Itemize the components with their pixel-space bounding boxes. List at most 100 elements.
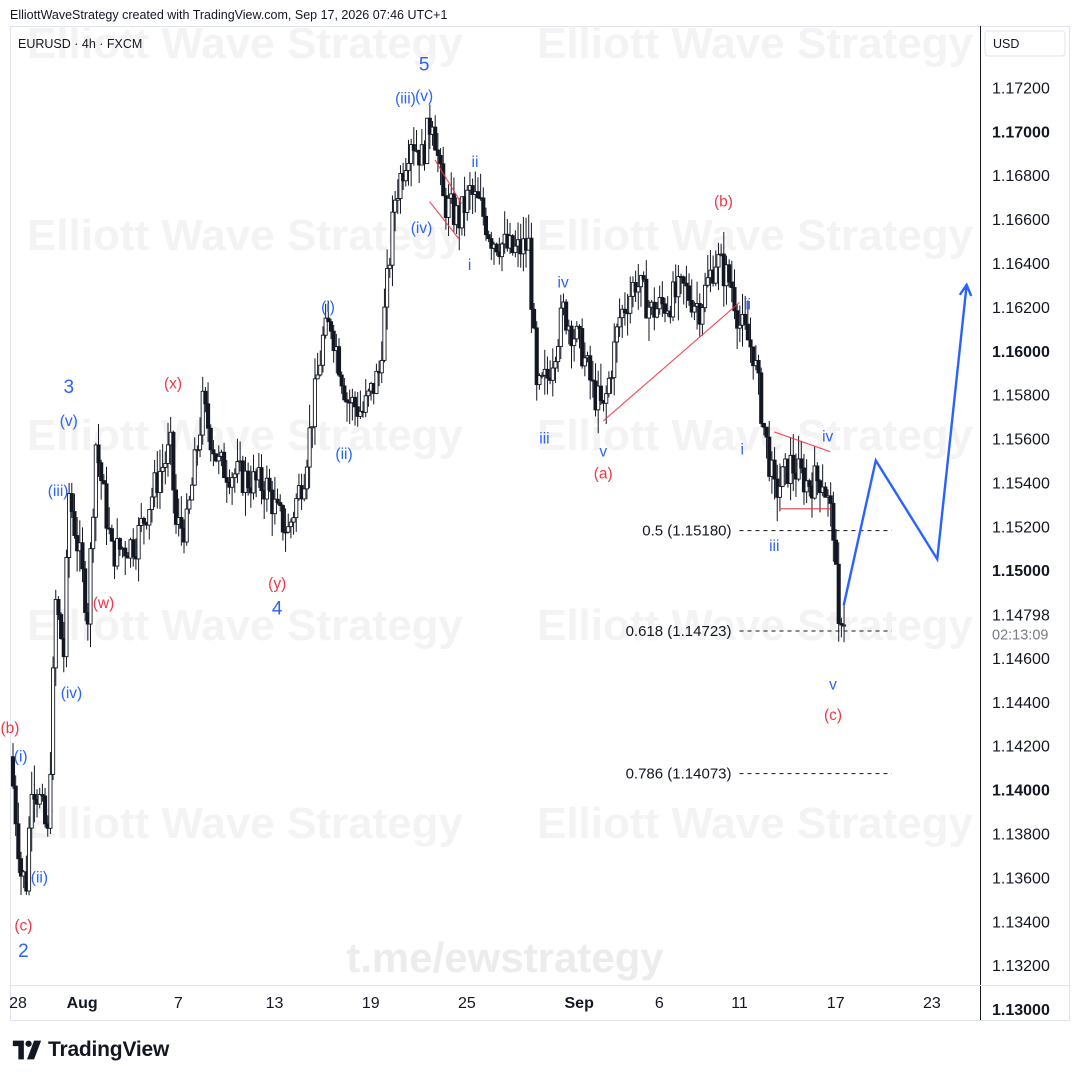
candle-body: [141, 517, 146, 524]
candle-body: [620, 308, 625, 319]
candle-body: [815, 465, 820, 482]
candle-body: [390, 211, 395, 266]
candle-body: [831, 502, 836, 541]
candle-body: [532, 308, 537, 329]
candle-body: [80, 542, 85, 570]
candle-body: [780, 466, 785, 487]
wave-label: 3: [63, 377, 74, 398]
time-tick-label: 11: [731, 995, 748, 1012]
candle-body: [173, 489, 179, 525]
candle-body: [513, 245, 518, 254]
fib-level-label: 0.786 (1.14073): [626, 766, 732, 783]
candle-body: [352, 396, 358, 408]
price-tick-label: 1.16000: [992, 344, 1050, 361]
candle-body: [435, 149, 440, 156]
candle-body: [403, 170, 408, 182]
watermark-text: Elliott Wave Strategy: [537, 211, 974, 260]
candle-body: [267, 477, 272, 491]
candle-body: [582, 357, 587, 367]
candle-body: [385, 268, 390, 308]
currency-label: USD: [993, 37, 1019, 51]
projection-arrowhead: [958, 282, 973, 297]
price-tick-label: 1.16800: [992, 168, 1050, 185]
candle-body: [184, 508, 189, 543]
candle-body: [339, 374, 344, 387]
candle-body: [235, 461, 240, 475]
candle-body: [379, 359, 384, 374]
candle-body: [681, 276, 686, 284]
candle-body: [189, 484, 195, 501]
candle-body: [91, 516, 96, 550]
candle-body: [687, 285, 692, 301]
candle-body: [705, 277, 710, 286]
candle-body: [577, 325, 582, 329]
wave-label: (ii): [31, 869, 48, 886]
candle-body: [833, 539, 839, 565]
candle-body: [109, 528, 114, 542]
wave-label: (v): [60, 413, 78, 430]
candle-body: [638, 275, 644, 288]
fibonacci-levels: 0.5 (1.15180) 0.618 (1.14723) 0.786 (1.140…: [626, 523, 892, 783]
time-tick-label: 23: [923, 995, 941, 1012]
price-tick-label: 1.14000: [992, 783, 1050, 800]
candle-body: [147, 509, 152, 526]
time-axis[interactable]: 28 Aug 7 13 19 25 Sep 6 11 17 23: [9, 995, 941, 1012]
trend-line: [602, 302, 740, 422]
wave-label: v: [599, 444, 607, 461]
current-price-label: 1.14798: [992, 608, 1050, 625]
candle-body: [56, 599, 61, 615]
wave-label: 2: [18, 941, 29, 962]
candle-body: [232, 473, 237, 479]
candle-body: [411, 144, 416, 151]
currency-box[interactable]: [984, 30, 1066, 57]
tradingview-logo-text: TradingView: [48, 1038, 170, 1061]
candle-body: [614, 326, 619, 343]
price-tick-label: 1.15600: [992, 432, 1050, 449]
fib-level-label: 0.618 (1.14723): [626, 623, 732, 640]
candle-body: [841, 624, 847, 627]
candle-body: [131, 539, 136, 558]
price-tick-label: 1.17000: [992, 124, 1050, 141]
chart-frame[interactable]: [10, 26, 1070, 1021]
candle-body: [259, 467, 264, 492]
price-tick-label: 1.13000: [992, 1002, 1050, 1019]
candle-body: [251, 471, 256, 494]
wave-label: (c): [14, 918, 32, 935]
price-tick-label: 1.16600: [992, 212, 1050, 229]
candle-body: [101, 480, 106, 485]
tradingview-logo[interactable]: TradingView: [12, 1038, 169, 1062]
time-tick-label: Aug: [67, 995, 98, 1012]
candle-body: [759, 372, 764, 424]
candle-body: [179, 517, 184, 529]
candle-body: [727, 264, 732, 283]
candle-body: [732, 287, 737, 312]
wave-label: (v): [415, 88, 433, 105]
price-axis[interactable]: 1.17200 1.17000 1.16800 1.16600 1.16400 1.162…: [844, 80, 1050, 1019]
candle-body: [59, 614, 64, 639]
candle-body: [427, 117, 432, 135]
wave-label: ii: [744, 297, 751, 314]
wave-label: (c): [824, 707, 842, 724]
wave-label: (b): [714, 194, 733, 211]
price-tick-label: 1.13600: [992, 870, 1050, 887]
candle-body: [374, 370, 379, 394]
candle-body: [302, 488, 307, 500]
candle-body: [320, 334, 326, 366]
candle-body: [743, 313, 748, 325]
price-tick-label: 1.13400: [992, 914, 1050, 931]
candle-body: [358, 410, 363, 417]
price-tick-label: 1.17200: [992, 80, 1050, 97]
wave-label: ii: [472, 154, 479, 171]
candle-body: [839, 623, 844, 626]
wave-label: (iv): [411, 220, 433, 237]
candle-body: [483, 215, 489, 236]
candle-body: [395, 198, 400, 201]
candle-body: [286, 526, 291, 533]
candle-body: [18, 858, 24, 877]
candle-body: [195, 449, 200, 452]
candle-body: [230, 477, 235, 488]
candle-body: [171, 431, 176, 491]
candle-body: [764, 426, 769, 438]
candle-body: [823, 486, 828, 498]
